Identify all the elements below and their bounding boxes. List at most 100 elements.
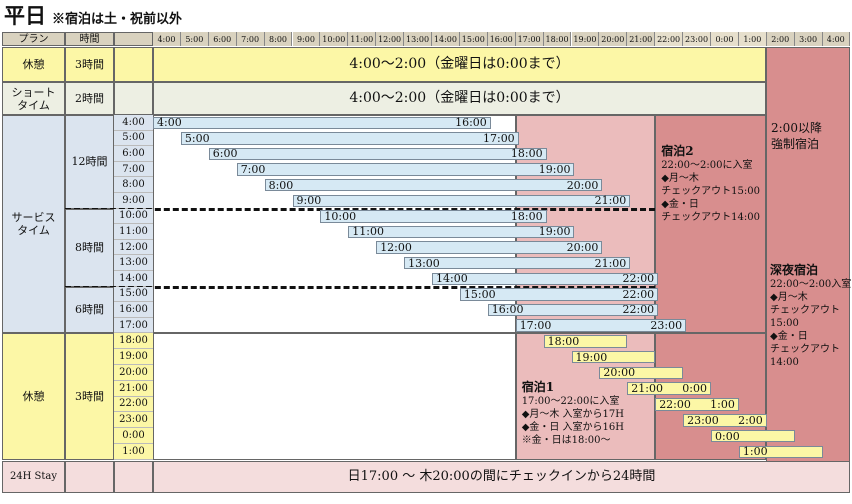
tick-label: 16:00: [487, 32, 516, 46]
bar-start-label: 15:00: [463, 287, 496, 301]
late-stay-title: 深夜宿泊: [770, 263, 819, 277]
rest-top-plan-cell: 休憩: [2, 47, 65, 82]
row-start-time: 9:00: [114, 193, 153, 209]
row-start-time: 18:00: [114, 333, 153, 350]
rest-time-bar: 18:00: [543, 335, 628, 348]
row-start-time: 11:00: [114, 224, 153, 240]
service-duration-cell: 12時間: [65, 115, 114, 209]
bar-end-label: 1:00: [710, 398, 735, 411]
forced-stay-note: 2:00以降 強制宿泊: [771, 120, 822, 152]
bar-start-label: 16:00: [491, 303, 524, 317]
page-title: 平日 ※宿泊は土・祝前以外: [4, 3, 183, 28]
rest-time-bar: 1:00: [738, 445, 823, 458]
bar-end-label: 18:00: [510, 147, 543, 161]
stay2-line: 22:00〜2:00に入室: [661, 160, 753, 171]
bar-end-label: 20:00: [566, 178, 599, 192]
service-time-bar: 16:00 22:00: [487, 303, 659, 317]
stay2-title: 宿泊2: [661, 144, 694, 158]
stay1-line: 17:00〜22:00に入室: [521, 396, 620, 408]
bar-start-label: 19:00: [575, 350, 608, 364]
bar-start-label: 0:00: [715, 429, 740, 443]
tick-label: 18:00: [543, 32, 572, 46]
rest-time-bar: 22:00 1:00: [655, 398, 739, 411]
stay2-line: ◆金・日: [661, 199, 699, 210]
row-start-time: 10:00: [114, 208, 153, 225]
service-time-bar: 13:00 21:00: [404, 256, 631, 270]
bar-end-label: 23:00: [650, 319, 683, 333]
bar-start-label: 13:00: [408, 256, 440, 270]
row-start-time: 15:00: [114, 286, 153, 303]
service-time-bar: 9:00 21:00: [292, 194, 631, 208]
tick-label: 2:00: [766, 32, 795, 46]
service-plan-cell: サービス タイム: [2, 115, 65, 334]
bar-end-label: 2:00: [738, 413, 763, 427]
row-start-time: 4:00: [114, 115, 153, 131]
tick-label: 19:00: [571, 32, 600, 46]
bar-end-label: 19:00: [538, 225, 571, 239]
tick-label: 5:00: [180, 32, 209, 46]
row-start-time: 8:00: [114, 177, 153, 193]
bar-end-label: 22:00: [622, 303, 655, 317]
bar-start-label: 11:00: [352, 225, 384, 239]
bar-end-label: 22:00: [622, 287, 655, 301]
rest-time-bar: 23:00 2:00: [683, 414, 767, 427]
tick-label: 4:00: [822, 32, 850, 46]
rest-bottom-plan-cell: 休憩: [2, 333, 65, 460]
tick-label: 6:00: [208, 32, 237, 46]
late-stay-line: ◆金・日: [770, 331, 808, 342]
bar-end-label: 17:00: [482, 131, 515, 145]
row-start-time: 22:00: [114, 396, 153, 413]
tick-label: 0:00: [711, 32, 739, 46]
bar-start-label: 7:00: [240, 163, 266, 177]
row-start-time: 16:00: [114, 302, 153, 318]
service-time-bar: 11:00 19:00: [348, 225, 575, 239]
bar-start-label: 5:00: [184, 131, 210, 145]
row-start-time: 0:00: [114, 428, 153, 444]
row-start-time: 20:00: [114, 365, 153, 381]
bar-start-label: 20:00: [603, 366, 636, 380]
row-start-time: 12:00: [114, 239, 153, 256]
bar-end-label: 18:00: [510, 209, 543, 223]
late-stay-line: 14:00: [770, 357, 799, 368]
stay1-line: ※金・日は18:00〜: [521, 435, 611, 447]
service-time-bar: 4:00 16:00: [153, 116, 491, 130]
row-start-time: 1:00: [114, 444, 153, 460]
blank-header: [114, 32, 153, 46]
tick-label: 21:00: [627, 32, 656, 46]
late-stay-line: チェックアウト: [770, 305, 840, 316]
short-time-duration-cell: 2時間: [65, 82, 114, 115]
stay24-blank-cell: [114, 460, 153, 493]
service-time-bar: 17:00 23:00: [515, 319, 687, 333]
tick-label: 17:00: [515, 32, 544, 46]
late-stay-line: ◆月〜木: [770, 292, 808, 303]
row-start-time: 7:00: [114, 161, 153, 178]
page-subtitle: ※宿泊は土・祝前以外: [52, 12, 183, 27]
bar-end-label: 16:00: [455, 116, 487, 130]
service-time-bar: 12:00 20:00: [376, 241, 603, 255]
tick-label: 9:00: [292, 32, 321, 46]
bar-end-label: 20:00: [566, 241, 599, 255]
row-start-time: 6:00: [114, 146, 153, 162]
bar-start-label: 21:00: [631, 382, 663, 396]
tick-label: 1:00: [738, 32, 767, 46]
stay24-plan-cell: 24H Stay: [2, 460, 65, 493]
service-time-bar: 6:00 18:00: [208, 147, 547, 161]
row-start-time: 23:00: [114, 412, 153, 429]
late-stay-line: 22:00〜2:00入室: [770, 279, 852, 290]
service-time-bar: 10:00 18:00: [320, 209, 547, 223]
bar-end-label: 21:00: [594, 194, 627, 208]
stay24-range: 日17:00 〜 木20:00の間にチェックインから24時間: [153, 460, 850, 493]
stay1-note: 宿泊1 17:00〜22:00に入室 ◆月〜木 入室から17H ◆金・日 入室から16…: [522, 381, 624, 447]
stay2-line: チェックアウト14:00: [661, 212, 761, 223]
late-stay-line: チェックアウト: [770, 344, 840, 355]
stay1-line: ◆月〜木 入室から17H: [521, 409, 625, 421]
service-time-bar: 14:00 22:00: [432, 272, 659, 286]
service-time-bar: 8:00 20:00: [264, 178, 603, 192]
rest-time-bar: 0:00: [711, 430, 795, 443]
stay1-title: 宿泊1: [521, 380, 555, 395]
short-time-plan-cell: ショート タイム: [2, 82, 65, 115]
row-start-time: 14:00: [114, 271, 153, 287]
bar-end-label: 0:00: [682, 382, 707, 396]
bar-start-label: 14:00: [436, 272, 468, 286]
plan-header: プラン: [2, 32, 65, 46]
